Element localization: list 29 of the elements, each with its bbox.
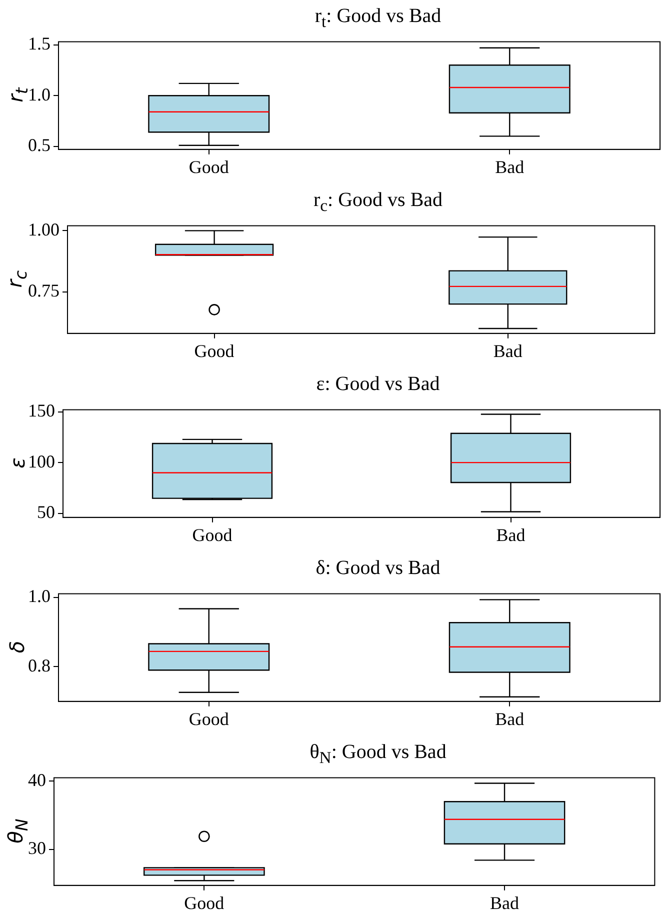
chart-title: θ$_{N}$: Good vs Bad bbox=[308, 740, 448, 769]
x-tick-label: Good bbox=[194, 340, 234, 361]
y-tick-label: 40 bbox=[28, 770, 46, 790]
y-tick-label: 0.5 bbox=[28, 135, 50, 156]
y-tick-label: 0.8 bbox=[28, 655, 50, 676]
y-tick-label: 150 bbox=[28, 400, 55, 421]
x-tick-label: Bad bbox=[495, 708, 524, 729]
y-tick-label: 1.0 bbox=[28, 586, 50, 606]
y-axis-title: δ bbox=[5, 640, 29, 654]
y-tick-label: 1.00 bbox=[28, 219, 60, 240]
x-tick-label: Bad bbox=[493, 340, 522, 361]
y-tick-label: 50 bbox=[37, 502, 55, 522]
y-tick-label: 1.5 bbox=[28, 34, 50, 54]
x-tick-label: Bad bbox=[496, 524, 526, 545]
x-tick-label: Bad bbox=[495, 156, 524, 177]
chart-title: r$_{t}$: Good vs Bad bbox=[314, 4, 442, 33]
x-tick-label: Good bbox=[184, 892, 224, 913]
chart-title: ε: Good vs Bad bbox=[315, 372, 441, 396]
chart-title: δ: Good vs Bad bbox=[314, 556, 442, 580]
chart-title: r$_{c}$: Good vs Bad bbox=[312, 188, 444, 217]
y-tick-label: 1.0 bbox=[28, 84, 50, 104]
y-axis-title: ε bbox=[5, 458, 29, 468]
x-tick-label: Good bbox=[188, 708, 229, 729]
y-tick-label: 30 bbox=[28, 838, 46, 858]
x-tick-label: Good bbox=[192, 524, 232, 545]
y-tick-label: 0.75 bbox=[28, 280, 60, 301]
y-tick-label: 100 bbox=[28, 451, 55, 472]
x-tick-label: Bad bbox=[490, 892, 520, 913]
x-tick-label: Good bbox=[188, 156, 229, 177]
